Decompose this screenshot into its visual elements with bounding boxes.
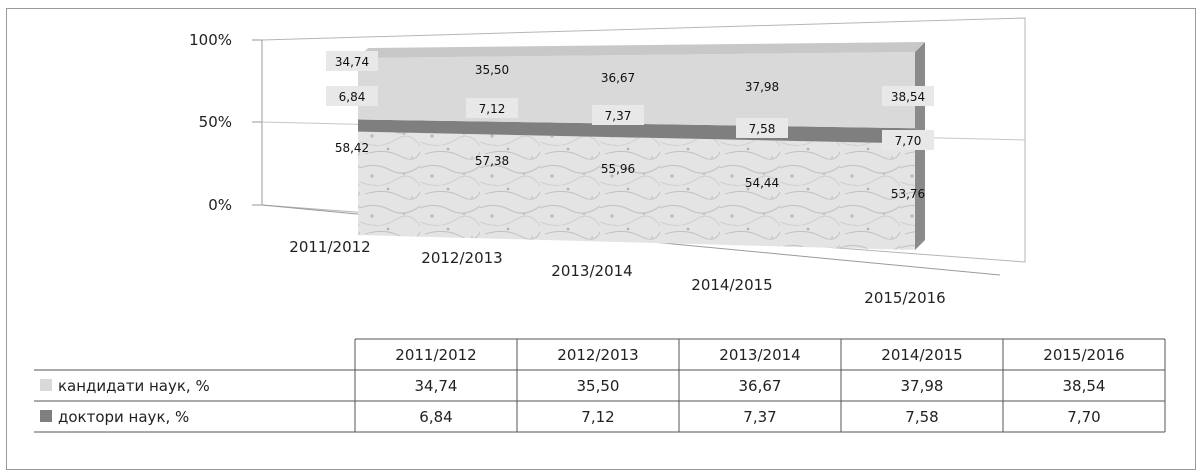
table-header-cell: 2014/2015 xyxy=(881,346,962,364)
x-tick-label: 2014/2015 xyxy=(691,276,772,294)
data-label: 35,50 xyxy=(475,63,509,77)
data-label: 38,54 xyxy=(891,90,925,104)
table-cell: 34,74 xyxy=(415,377,458,395)
data-label: 7,37 xyxy=(605,109,632,123)
data-label-box xyxy=(882,130,934,150)
data-label: 58,42 xyxy=(335,141,369,155)
data-label-box xyxy=(326,86,378,106)
data-label: 7,12 xyxy=(479,102,506,116)
data-label: 53,76 xyxy=(891,187,925,201)
table-cell: 38,54 xyxy=(1063,377,1106,395)
table-header-cell: 2011/2012 xyxy=(395,346,476,364)
table-cell: 7,12 xyxy=(581,408,614,426)
legend-swatch xyxy=(40,410,52,422)
chart-ticks: 0% 50% 100% 2011/2012 2012/2013 2013/2014 2014… xyxy=(189,31,946,307)
table-cell: 35,50 xyxy=(577,377,620,395)
x-tick-label: 2015/2016 xyxy=(864,289,945,307)
y-tick-label: 0% xyxy=(208,196,232,214)
data-label-box xyxy=(882,86,934,106)
table-row-label: доктори наук, % xyxy=(58,408,189,426)
data-label: 7,58 xyxy=(749,122,776,136)
data-label: 54,44 xyxy=(745,176,779,190)
table-header-cell: 2012/2013 xyxy=(557,346,638,364)
table-header-cell: 2013/2014 xyxy=(719,346,800,364)
table-cell: 37,98 xyxy=(901,377,944,395)
table-cell: 7,58 xyxy=(905,408,938,426)
data-label: 36,67 xyxy=(601,71,635,85)
data-label: 7,70 xyxy=(895,134,922,148)
chart-data-labels: 58,42 57,38 55,96 54,44 53,76 6,84 7,12 7,37 7,5… xyxy=(326,51,934,201)
data-label-box xyxy=(326,51,378,71)
legend-swatch xyxy=(40,379,52,391)
data-label-box xyxy=(592,105,644,125)
data-label: 57,38 xyxy=(475,154,509,168)
stacked-3d-bar-chart: 0% 50% 100% 2011/2012 2012/2013 2013/2014 2014… xyxy=(189,17,1026,307)
data-label-box xyxy=(466,98,518,118)
data-label: 55,96 xyxy=(601,162,635,176)
table-cell: 7,37 xyxy=(743,408,776,426)
bar-top-face xyxy=(358,42,925,58)
table-cell: 6,84 xyxy=(419,408,452,426)
bar-segment-lower xyxy=(358,131,915,250)
y-tick-label: 100% xyxy=(189,31,232,49)
data-label: 6,84 xyxy=(339,90,366,104)
table-row-label: кандидати наук, % xyxy=(58,377,210,395)
data-label-box xyxy=(736,118,788,138)
table-header-cell: 2015/2016 xyxy=(1043,346,1124,364)
y-tick-label: 50% xyxy=(199,113,232,131)
x-tick-label: 2011/2012 xyxy=(289,238,370,256)
table-cell: 36,67 xyxy=(739,377,782,395)
x-tick-label: 2012/2013 xyxy=(421,249,502,267)
chart-frame xyxy=(6,8,1196,470)
data-label: 37,98 xyxy=(745,80,779,94)
x-tick-label: 2013/2014 xyxy=(551,262,632,280)
data-label: 34,74 xyxy=(335,55,369,69)
table-cell: 7,70 xyxy=(1067,408,1100,426)
